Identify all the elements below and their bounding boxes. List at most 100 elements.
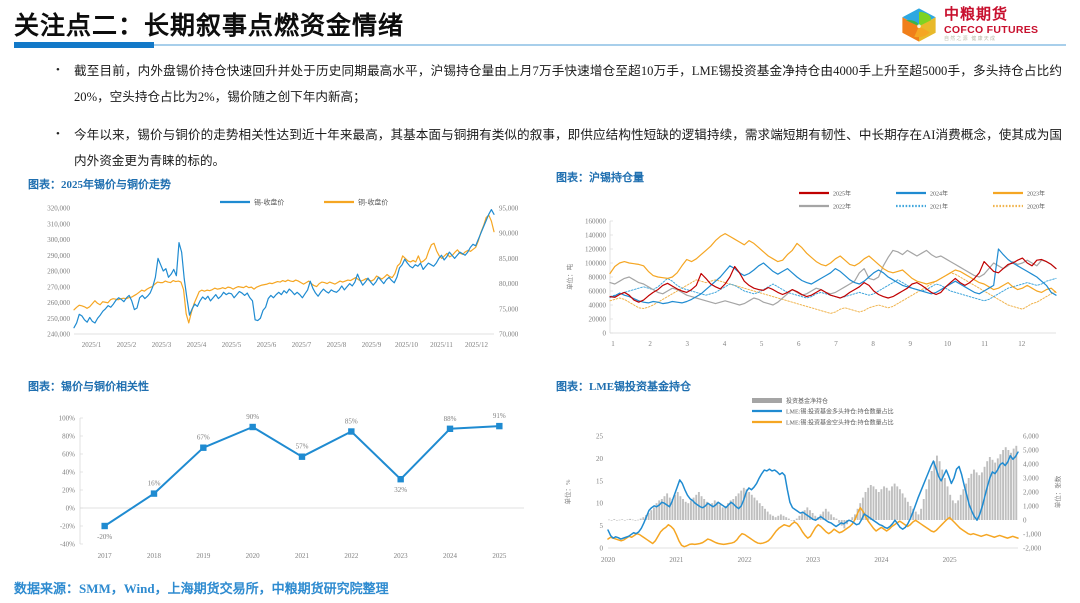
axis-label: 2020 — [246, 552, 261, 560]
bar — [936, 455, 938, 520]
bar — [787, 518, 790, 520]
bar — [803, 510, 806, 520]
bar — [758, 503, 761, 520]
chart-card-lme-fund: 图表：LME锡投资基金持仓 0 5 10 15 20 25 -2,000 -1,000 0 1,0… — [556, 378, 1072, 573]
bar — [896, 486, 899, 520]
axis-label: 单位：% — [563, 479, 572, 505]
axis-label: 5 — [600, 522, 604, 530]
axis-label: -2,000 — [1023, 545, 1042, 553]
bar — [951, 500, 954, 520]
axis-label: 2018 — [147, 552, 162, 560]
axis-label: 0 — [603, 330, 607, 338]
axis-label: 2025/6 — [257, 341, 277, 349]
axis-label: 2025/12 — [465, 341, 488, 349]
axis-label: 240,000 — [47, 331, 70, 339]
bar — [864, 492, 867, 520]
bar — [991, 459, 994, 520]
axis-label: 85,000 — [499, 255, 519, 263]
bar — [898, 489, 901, 520]
title-underline-rule — [14, 42, 1066, 48]
bar — [962, 489, 965, 520]
bar — [623, 520, 626, 521]
bar — [920, 508, 923, 520]
series-line — [607, 451, 1019, 540]
chart-card-tin-copper-price: 图表：2025年锡价与铜价走势 240,000 250,000 260,000 270… — [28, 176, 540, 361]
bar — [996, 458, 999, 520]
data-point-marker — [298, 453, 306, 460]
axis-label: 2020年 — [1027, 203, 1045, 211]
chart-legend: 2025年 2024年 2023年 2022年 2021年 2020年 — [799, 190, 1045, 211]
bar — [639, 518, 642, 520]
chart-card-correlation: 图表：锡价与铜价相关性 -40% -20% 0% 20% 40% 60% 80% 100% 20… — [28, 378, 540, 573]
bar — [729, 500, 732, 520]
chart-legend: 投资基金净持仓 LME:锡:投资基金多头持仓:持仓数量占比 LME:锡:投资基金空头… — [752, 397, 894, 427]
bar — [875, 489, 878, 520]
bar — [938, 461, 941, 520]
axis-label: 2025年 — [833, 190, 851, 198]
bar — [724, 506, 727, 520]
bullet-item: • 今年以来，锡价与铜价的走势相关性达到近十年来最高，其基本面与铜拥有类似的叙事… — [52, 122, 1062, 174]
bar — [861, 497, 864, 520]
page-title: 关注点二：长期叙事点燃资金情绪 — [14, 13, 405, 40]
bar — [777, 515, 780, 520]
bar — [793, 520, 796, 522]
bar — [928, 479, 930, 520]
logo-name-en: COFCO FUTURES — [944, 23, 1039, 36]
bullet-item: • 截至目前，内外盘锡价持仓快速回升并处于历史同期最高水平，沪锡持仓量由上月7万… — [52, 58, 1062, 110]
axis-label: 20000 — [589, 316, 607, 324]
bar — [666, 493, 669, 520]
bar — [801, 513, 803, 520]
axis-label: 2021 — [669, 556, 684, 564]
axis-label: 95,000 — [499, 205, 519, 213]
bar — [668, 497, 671, 520]
bar — [869, 485, 872, 520]
bar-series — [608, 445, 1018, 529]
axis-label: 6 — [797, 340, 801, 348]
axis-label: 270,000 — [47, 283, 70, 291]
logo-name-cn: 中粮期货 — [944, 6, 1009, 23]
bar — [756, 500, 759, 520]
bar — [721, 507, 724, 520]
axis-label: 2025/11 — [430, 341, 453, 349]
bar — [925, 489, 928, 520]
axis-label: 100000 — [585, 260, 607, 268]
bullet-marker: • — [56, 64, 60, 76]
bar — [713, 500, 716, 520]
axis-label: 2025/1 — [82, 341, 102, 349]
axis-label: 85% — [345, 418, 358, 426]
bar — [769, 514, 772, 520]
bar — [658, 500, 661, 520]
bar — [682, 499, 684, 520]
axis-label: 100% — [59, 415, 76, 423]
bar — [983, 466, 986, 520]
axis-label: 4 — [723, 340, 727, 348]
bar — [854, 514, 856, 520]
data-point-marker — [348, 428, 355, 435]
chart-legend: 锡-收盘价 铜-收盘价 — [220, 198, 388, 207]
axis-label: 4,000 — [1023, 461, 1039, 469]
bar — [753, 497, 756, 520]
bar — [750, 494, 753, 520]
bar — [901, 493, 904, 520]
chart-plot-shfe-open-interest: 0 20000 40000 60000 80000 100000 120000 140000 1… — [556, 187, 1072, 372]
bar — [782, 515, 785, 520]
series-line — [609, 257, 1057, 303]
bar — [933, 461, 936, 520]
bullet-text: 今年以来，锡价与铜价的走势相关性达到近十年来最高，其基本面与铜拥有类似的叙事，即… — [74, 128, 1062, 168]
bar — [1010, 452, 1012, 520]
bar — [711, 503, 714, 520]
bar — [851, 517, 854, 520]
chart-svg-lme-fund: 0510152025-2,000-1,00001,0002,0003,0004,… — [563, 397, 1062, 564]
axis-label: 25 — [596, 433, 604, 441]
axis-label: 8 — [871, 340, 875, 348]
bar — [893, 483, 896, 520]
data-point-marker — [200, 444, 207, 451]
data-point-marker — [446, 425, 454, 432]
bar — [695, 494, 698, 520]
axis-label: 9 — [909, 340, 913, 348]
axis-label: 80000 — [589, 274, 607, 282]
bar — [838, 520, 841, 523]
axis-label: 2023 — [806, 556, 821, 564]
bar — [761, 506, 764, 520]
